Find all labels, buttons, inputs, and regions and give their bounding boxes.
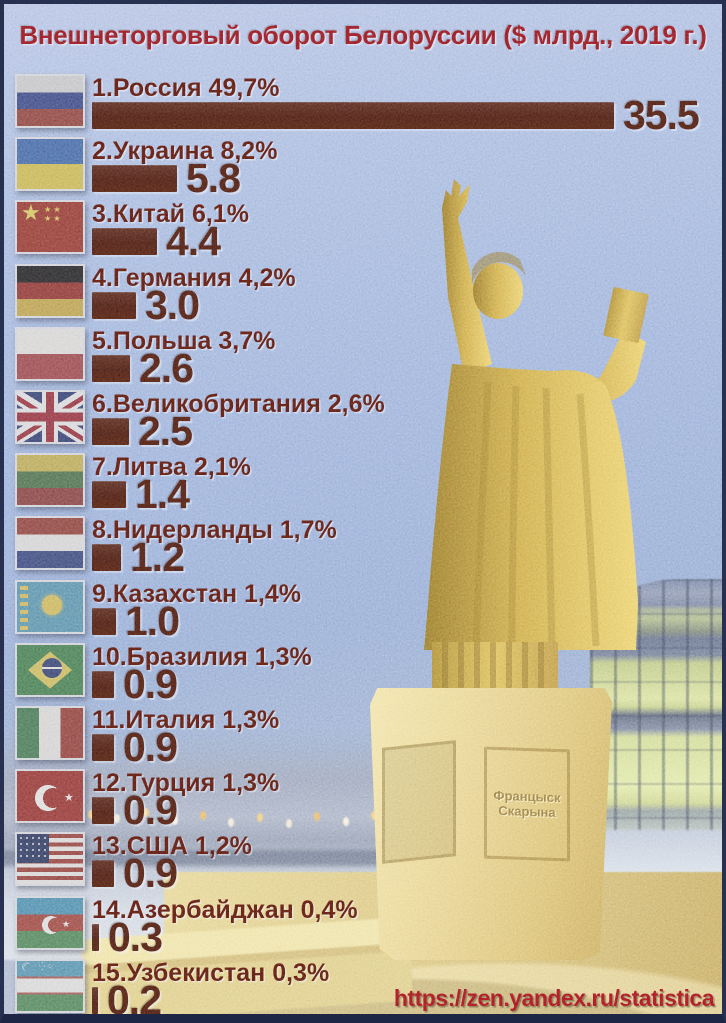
bar — [92, 923, 99, 951]
bar-value: 0.3 — [108, 914, 163, 960]
bar-row: 12.Турция 1,3% 0.9 — [4, 769, 722, 833]
bar — [92, 859, 114, 887]
bar-value: 0.9 — [123, 850, 178, 896]
bar — [92, 543, 121, 571]
bar-value: 0.9 — [123, 787, 178, 833]
bar-value: 2.6 — [139, 345, 194, 391]
bar-label: 12.Турция 1,3% — [92, 769, 280, 797]
bar — [92, 291, 136, 319]
flag-germany-icon — [15, 264, 85, 318]
flag-kazakhstan-icon — [15, 580, 85, 634]
bar-row: 9.Казахстан 1,4% 1.0 — [4, 580, 722, 644]
flag-uk-icon — [15, 390, 85, 444]
bar — [92, 164, 177, 192]
flag-lithuania-icon — [15, 453, 85, 507]
bar-value: 5.8 — [186, 155, 241, 201]
bar-row: 5.Польша 3,7% 2.6 — [4, 327, 722, 391]
bar-value: 3.0 — [145, 282, 200, 328]
bar — [92, 480, 126, 508]
bar-row: 2.Украина 8,2% 5.8 — [4, 137, 722, 201]
bar — [92, 670, 114, 698]
bar-value: 0.2 — [107, 977, 162, 1023]
flag-brazil-icon — [15, 643, 85, 697]
bar — [92, 986, 98, 1014]
bar-rows: 1.Россия 49,7% 35.5 2.Украина 8,2% 5.8 3… — [4, 4, 722, 1014]
flag-ukraine-icon — [15, 137, 85, 191]
bar — [92, 354, 130, 382]
bar-value: 1.0 — [125, 598, 180, 644]
bar-label: 8.Нидерланды 1,7% — [92, 516, 337, 544]
source-url-link[interactable]: https://zen.yandex.ru/statistica — [393, 985, 715, 1011]
bar-label: 6.Великобритания 2,6% — [92, 390, 385, 418]
flag-usa-icon — [15, 832, 85, 886]
flag-italy-icon — [15, 706, 85, 760]
bar-row: 8.Нидерланды 1,7% 1.2 — [4, 516, 722, 580]
bar-row: 10.Бразилия 1,3% 0.9 — [4, 643, 722, 707]
bar-value: 1.4 — [135, 471, 190, 517]
flag-azerbaijan-icon — [15, 896, 85, 950]
bar-value: 2.5 — [138, 408, 193, 454]
flag-uzbekistan-icon — [15, 959, 85, 1013]
bar — [92, 101, 614, 129]
bar — [92, 796, 114, 824]
bar — [92, 733, 114, 761]
bar-row: 1.Россия 49,7% 35.5 — [4, 74, 722, 138]
bar-value: 4.4 — [166, 218, 221, 264]
bar — [92, 417, 129, 445]
bar-row: 4.Германия 4,2% 3.0 — [4, 264, 722, 328]
bar-value: 1.2 — [130, 534, 185, 580]
bar-row: 13.США 1,2% 0.9 — [4, 832, 722, 896]
bar-label: 11.Италия 1,3% — [92, 706, 280, 734]
bar-label: 2.Украина 8,2% — [92, 137, 278, 165]
flag-china-icon — [15, 200, 85, 254]
bar-value: 0.9 — [123, 724, 178, 770]
bar — [92, 607, 116, 635]
flag-poland-icon — [15, 327, 85, 381]
flag-russia-icon — [15, 74, 85, 128]
bar-label: 9.Казахстан 1,4% — [92, 580, 301, 608]
bar-row: 7.Литва 2,1% 1.4 — [4, 453, 722, 517]
flag-turkey-icon — [15, 769, 85, 823]
bar-row: 3.Китай 6,1% 4.4 — [4, 200, 722, 264]
bar-row: 6.Великобритания 2,6% 2.5 — [4, 390, 722, 454]
bar-value: 35.5 — [623, 92, 700, 138]
bar-label: 1.Россия 49,7% — [92, 74, 280, 102]
bar-value: 0.9 — [123, 661, 178, 707]
bar — [92, 227, 157, 255]
bar-row: 14.Азербайджан 0,4% 0.3 — [4, 896, 722, 960]
flag-netherlands-icon — [15, 516, 85, 570]
bar-row: 11.Италия 1,3% 0.9 — [4, 706, 722, 770]
